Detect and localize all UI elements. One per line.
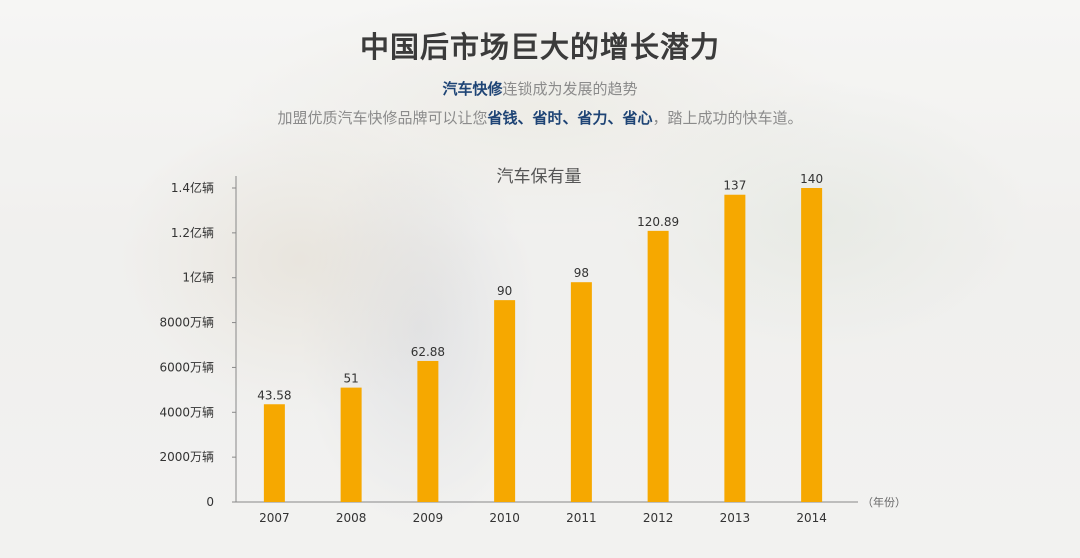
data-label-2010: 90 — [497, 284, 512, 298]
x-tick-label-2012: 2012 — [643, 511, 674, 525]
data-label-2007: 43.58 — [257, 388, 291, 402]
x-tick-label-2014: 2014 — [796, 511, 827, 525]
y-tick-label: 1.4亿辆 — [171, 180, 214, 195]
x-tick-label-2013: 2013 — [720, 511, 751, 525]
subtitle-line-2: 加盟优质汽车快修品牌可以让您省钱、省时、省力、省心，踏上成功的快车道。 — [0, 107, 1080, 128]
bar-2010 — [494, 300, 516, 502]
x-axis-ticks: 2007 2008 2009 2010 2011 2012 2013 2014 — [259, 511, 827, 525]
y-tick-label: 1亿辆 — [182, 270, 214, 285]
subtitle-line-1: 汽车快修连锁成为发展的趋势 — [0, 78, 1080, 99]
bar-2008 — [340, 387, 362, 502]
y-tick-label: 4000万辆 — [159, 405, 214, 419]
x-tick-label-2007: 2007 — [259, 511, 290, 525]
y-tick-label: 6000万辆 — [159, 360, 214, 374]
subtitle-suffix-2: ，踏上成功的快车道。 — [652, 109, 803, 127]
chart-title: 汽车保有量 — [496, 167, 582, 187]
bar-2009 — [417, 360, 439, 502]
data-labels: 43.58 51 62.88 90 98 120.89 137 140 — [257, 172, 823, 402]
data-label-2009: 62.88 — [411, 345, 445, 359]
subtitle-prefix-2: 加盟优质汽车快修品牌可以让您 — [277, 109, 488, 127]
bar-2013 — [724, 194, 746, 502]
data-label-2012: 120.89 — [637, 215, 679, 229]
y-tick-label: 0 — [206, 495, 214, 509]
subtitle-highlight-2: 省钱、省时、省力、省心 — [487, 109, 653, 127]
bar-2014 — [801, 188, 823, 502]
chart-axes — [235, 176, 858, 503]
subtitle-highlight-1: 汽车快修 — [442, 80, 503, 98]
data-label-2013: 137 — [723, 179, 746, 193]
bar-2012 — [647, 230, 669, 502]
page-title: 中国后市场巨大的增长潜力 — [359, 30, 720, 64]
x-tick-label-2009: 2009 — [413, 511, 444, 525]
chart-bars — [263, 188, 823, 502]
y-tick-label: 2000万辆 — [159, 450, 214, 464]
bar-2011 — [570, 282, 592, 502]
y-tick-label: 8000万辆 — [159, 316, 214, 330]
data-label-2014: 140 — [800, 172, 823, 186]
y-tick-label: 1.2亿辆 — [171, 225, 214, 240]
x-axis-unit-label: （年份） — [862, 495, 906, 509]
x-tick-label-2008: 2008 — [336, 511, 367, 525]
x-tick-label-2010: 2010 — [489, 511, 520, 525]
data-label-2011: 98 — [574, 266, 589, 280]
data-label-2008: 51 — [343, 372, 358, 386]
x-tick-label-2011: 2011 — [566, 511, 597, 525]
y-axis-ticks: 0 2000万辆 4000万辆 6000万辆 8000万辆 1亿辆 1.2亿辆 1.4亿辆 — [159, 180, 236, 509]
bar-2007 — [263, 404, 285, 502]
subtitle-text-1: 连锁成为发展的趋势 — [502, 80, 638, 98]
